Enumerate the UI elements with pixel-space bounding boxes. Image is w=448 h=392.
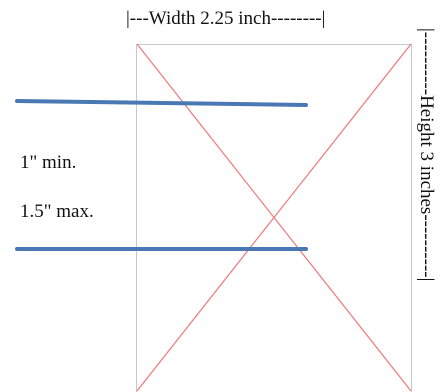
top-guide-line bbox=[15, 99, 308, 107]
diagonal-line-b bbox=[136, 43, 412, 392]
min-label: 1" min. bbox=[20, 152, 77, 173]
max-label: 1.5" max. bbox=[20, 201, 94, 222]
height-label: |----------Height 3 inches----------| bbox=[416, 28, 437, 282]
width-label: |---Width 2.25 inch--------| bbox=[126, 8, 326, 29]
label-frame bbox=[136, 44, 412, 392]
